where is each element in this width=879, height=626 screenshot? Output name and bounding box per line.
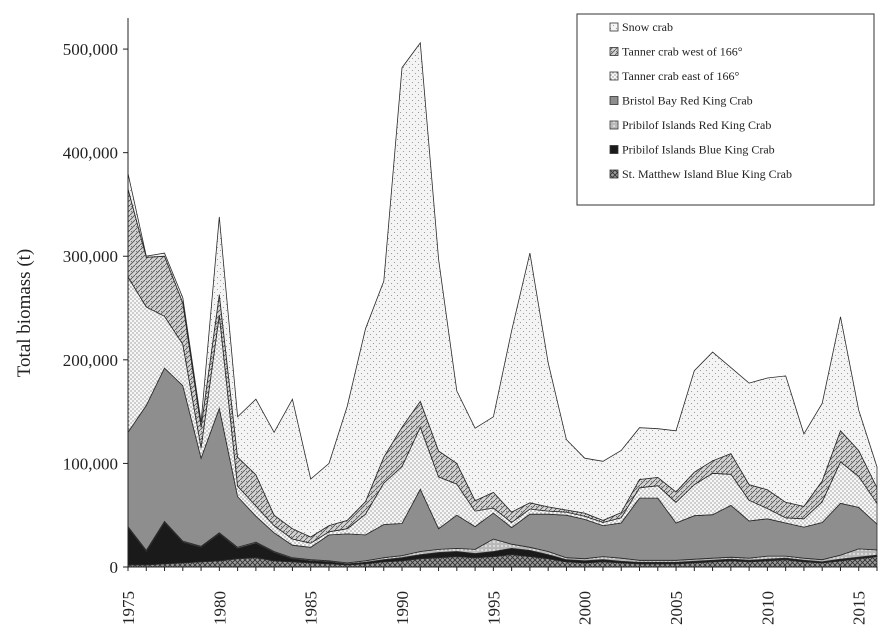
y-tick-label: 400,000 <box>63 144 118 163</box>
legend-swatch-pribilof-islands-blue-king-crab <box>609 145 619 154</box>
x-tick-label: 1995 <box>484 591 503 625</box>
y-tick-label: 300,000 <box>63 247 118 266</box>
legend-label-bristol-bay-red-king-crab: Bristol Bay Red King Crab <box>622 94 753 108</box>
legend-swatch-tanner-crab-east-of-166 <box>609 71 619 81</box>
x-tick-label: 2015 <box>850 591 869 625</box>
x-tick-label: 2000 <box>576 591 595 625</box>
legend-label-snow-crab: Snow crab <box>622 20 673 34</box>
legend-label-pribilof-islands-red-king-crab: Pribilof Islands Red King Crab <box>622 118 771 132</box>
axes: 0 100,000 200,000 300,000 400,000 500,000 1975… <box>63 18 878 625</box>
series-areas <box>127 41 878 568</box>
legend-box <box>576 13 875 206</box>
y-tick-label: 100,000 <box>63 454 118 473</box>
legend-swatch-st-matthew-island-blue-king-crab <box>609 169 619 179</box>
legend-label-st-matthew-island-blue-king-crab: St. Matthew Island Blue King Crab <box>622 167 792 181</box>
legend-label-tanner-crab-west-of-166: Tanner crab west of 166° <box>622 45 743 59</box>
legend-label-tanner-crab-east-of-166: Tanner crab east of 166° <box>622 69 739 83</box>
x-tick-label: 1985 <box>302 591 321 625</box>
y-axis-title: Total biomass (t) <box>14 249 35 377</box>
legend-label-pribilof-islands-blue-king-crab: Pribilof Islands Blue King Crab <box>622 143 775 157</box>
x-tick-label: 2010 <box>758 591 777 625</box>
x-tick-label: 1980 <box>210 591 229 625</box>
x-tick-label: 1975 <box>119 591 138 625</box>
legend-swatch-snow-crab <box>609 22 619 32</box>
x-tick-label: 2005 <box>667 591 686 625</box>
legend-swatch-pribilof-islands-red-king-crab <box>609 120 619 130</box>
legend-swatch-bristol-bay-red-king-crab <box>609 96 619 105</box>
legend-swatch-tanner-crab-west-of-166 <box>609 47 619 56</box>
area-snow-crab <box>127 41 878 538</box>
y-tick-label: 500,000 <box>63 40 118 59</box>
y-tick-label: 0 <box>110 558 119 577</box>
y-tick-label: 200,000 <box>63 351 118 370</box>
x-tick-label: 1990 <box>393 591 412 625</box>
legend: Snow crab Tanner crab west of 166° Tanner … <box>576 13 875 206</box>
